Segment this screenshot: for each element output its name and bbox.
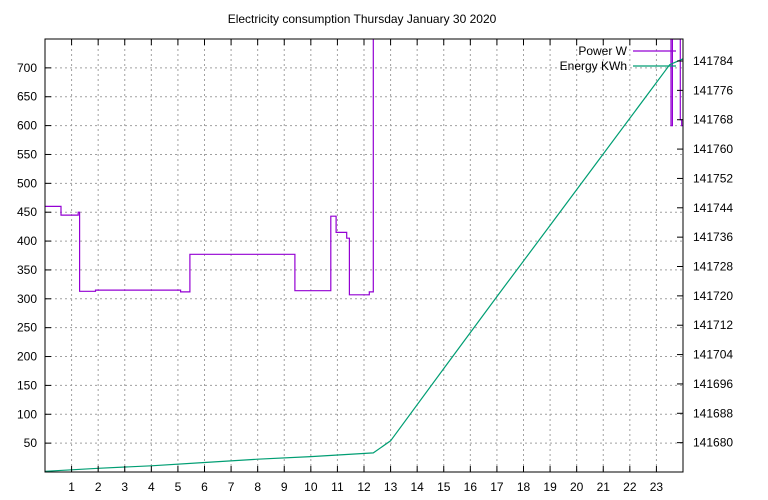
y-left-tick-label: 400: [17, 234, 37, 248]
x-tick-label: 13: [384, 480, 398, 494]
y-left-tick-label: 350: [17, 263, 37, 277]
series-layer: [45, 39, 683, 472]
x-tick-label: 7: [228, 480, 235, 494]
x-tick-label: 9: [281, 480, 288, 494]
x-tick-label: 16: [464, 480, 478, 494]
legend-label: Energy KWh: [560, 59, 627, 73]
y-right-tick-label: 141720: [693, 289, 733, 303]
y-left-tick-label: 300: [17, 292, 37, 306]
y-right-tick-label: 141744: [693, 201, 733, 215]
y-right-tick-label: 141728: [693, 260, 733, 274]
x-tick-label: 23: [650, 480, 664, 494]
y-right-tick-label: 141736: [693, 230, 733, 244]
x-tick-label: 4: [148, 480, 155, 494]
x-tick-label: 17: [490, 480, 504, 494]
x-tick-label: 6: [201, 480, 208, 494]
y-right-tick-label: 141760: [693, 142, 733, 156]
power-series-line: [45, 39, 374, 296]
x-tick-label: 10: [304, 480, 318, 494]
y-left-tick-label: 200: [17, 350, 37, 364]
x-tick-label: 14: [410, 480, 424, 494]
y-left-tick-label: 500: [17, 176, 37, 190]
y-left-tick-label: 450: [17, 205, 37, 219]
legend-label: Power W: [578, 44, 627, 58]
y-right-tick-label: 141776: [693, 83, 733, 97]
grid: [45, 39, 683, 472]
chart-title: Electricity consumption Thursday January…: [228, 12, 497, 26]
x-tick-label: 21: [597, 480, 611, 494]
y-left-tick-label: 650: [17, 90, 37, 104]
y-right-tick-label: 141680: [693, 436, 733, 450]
y-right-tick-label: 141704: [693, 348, 733, 362]
y-left-tick-label: 50: [24, 436, 38, 450]
x-tick-label: 22: [623, 480, 637, 494]
y-left-tick-label: 700: [17, 61, 37, 75]
x-tick-label: 18: [517, 480, 531, 494]
y-left-tick-label: 150: [17, 378, 37, 392]
y-right-tick-label: 141784: [693, 54, 733, 68]
energy-series-line: [45, 58, 683, 472]
y-left-tick-label: 100: [17, 407, 37, 421]
x-tick-label: 11: [331, 480, 344, 494]
x-tick-label: 19: [543, 480, 557, 494]
y-right-tick-label: 141696: [693, 377, 733, 391]
y-right-tick-label: 141712: [693, 318, 733, 332]
y-right-tick-label: 141752: [693, 171, 733, 185]
x-tick-label: 15: [437, 480, 451, 494]
x-tick-label: 2: [95, 480, 102, 494]
x-tick-label: 12: [357, 480, 371, 494]
x-tick-label: 5: [175, 480, 182, 494]
x-tick-label: 3: [121, 480, 128, 494]
y-left-tick-label: 600: [17, 119, 37, 133]
power-series-line: [670, 39, 683, 127]
y-left-tick-label: 250: [17, 321, 37, 335]
x-tick-label: 1: [68, 480, 75, 494]
y-right-tick-label: 141768: [693, 113, 733, 127]
y-right-tick-label: 141688: [693, 406, 733, 420]
x-tick-label: 20: [570, 480, 584, 494]
axis-ticks: 1 2 3 4 5 6 7 8 9 10 11 12 13 14 15 16 17 18 19 20 21 22 23501…: [17, 39, 733, 494]
x-tick-label: 8: [254, 480, 261, 494]
y-left-tick-label: 550: [17, 147, 37, 161]
